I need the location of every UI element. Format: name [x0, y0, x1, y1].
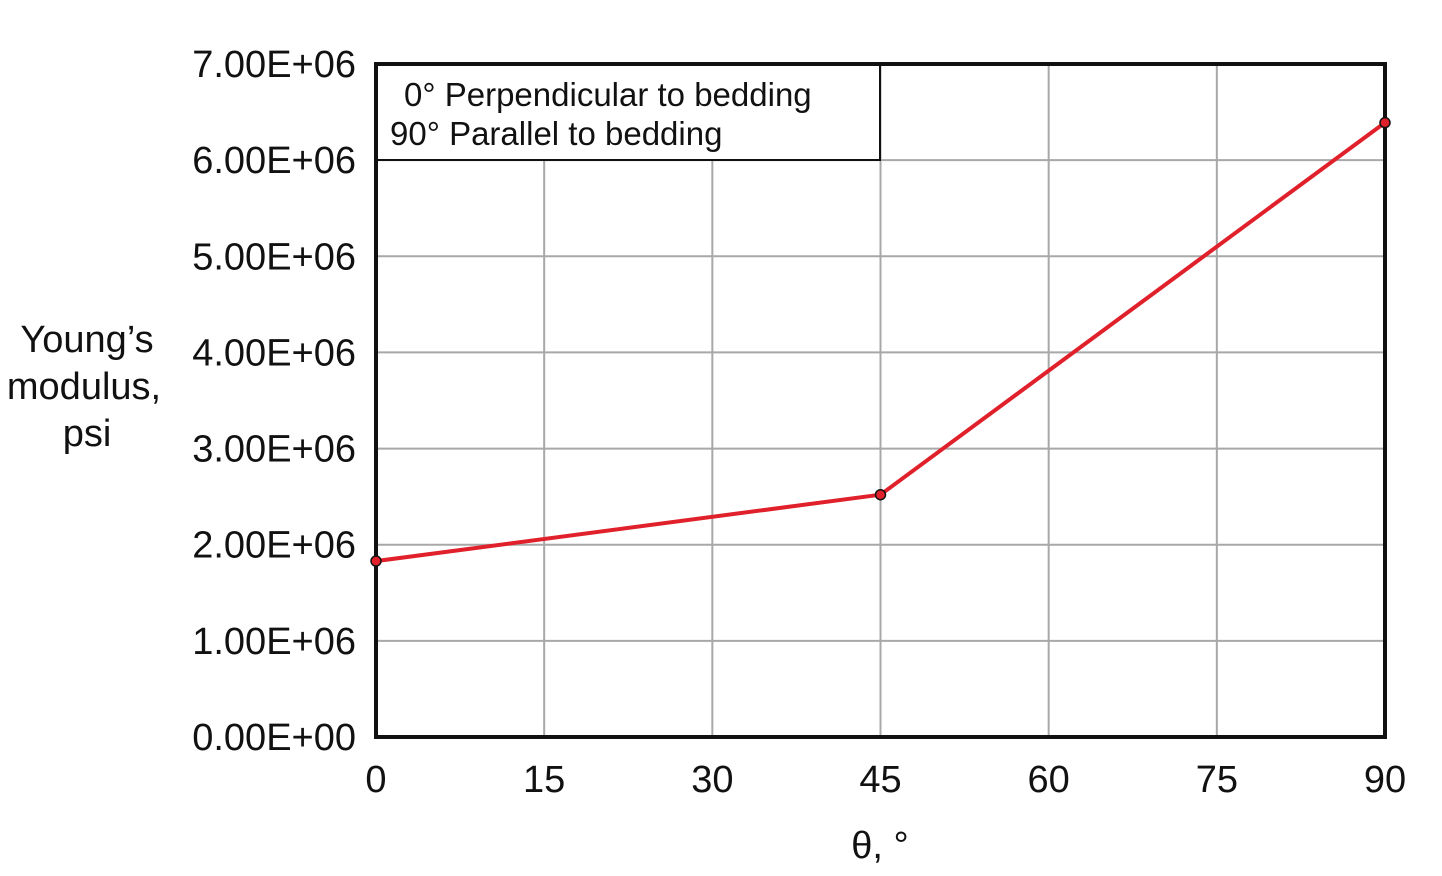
x-tick-label: 75 — [1196, 759, 1238, 801]
y-axis-label-line-2: modulus, — [7, 366, 161, 408]
x-tick-label: 90 — [1364, 759, 1406, 801]
y-tick-label: 7.00E+06 — [192, 44, 356, 86]
annotation-box: 0° Perpendicular to bedding 90° Parallel… — [375, 63, 881, 161]
y-tick-label: 1.00E+06 — [192, 621, 356, 663]
grid-lines — [376, 64, 1385, 737]
annotation-line-1: 0° Perpendicular to bedding — [404, 76, 812, 113]
y-tick-label: 4.00E+06 — [192, 332, 356, 374]
plot-frame — [374, 62, 1387, 739]
x-tick-label: 15 — [523, 759, 565, 801]
points-group — [370, 116, 1391, 567]
y-tick-labels: 0.00E+00 1.00E+06 2.00E+06 3.00E+06 4.00E+06… — [192, 44, 356, 759]
x-tick-label: 0 — [365, 759, 386, 801]
x-tick-labels: 0 15 30 45 60 75 90 — [365, 759, 1406, 801]
x-axis-label: θ, ° — [851, 825, 908, 867]
y-tick-label: 2.00E+06 — [192, 525, 356, 567]
x-tick-label: 60 — [1028, 759, 1070, 801]
y-axis-label-line-3: psi — [63, 413, 112, 455]
y-tick-label: 3.00E+06 — [192, 429, 356, 471]
x-tick-label: 45 — [859, 759, 901, 801]
annotation-frame — [375, 63, 881, 161]
x-tick-label: 30 — [691, 759, 733, 801]
y-tick-label: 6.00E+06 — [192, 140, 356, 182]
data-point — [874, 488, 887, 501]
annotation-line-2: 90° Parallel to bedding — [390, 115, 722, 152]
data-point — [1379, 116, 1391, 129]
y-axis-label-line-1: Young’s — [20, 319, 153, 361]
y-tick-label: 5.00E+06 — [192, 236, 356, 278]
y-axis-label: Young’s modulus, psi — [7, 319, 161, 455]
y-tick-label: 0.00E+00 — [192, 717, 356, 759]
data-point — [370, 555, 382, 567]
